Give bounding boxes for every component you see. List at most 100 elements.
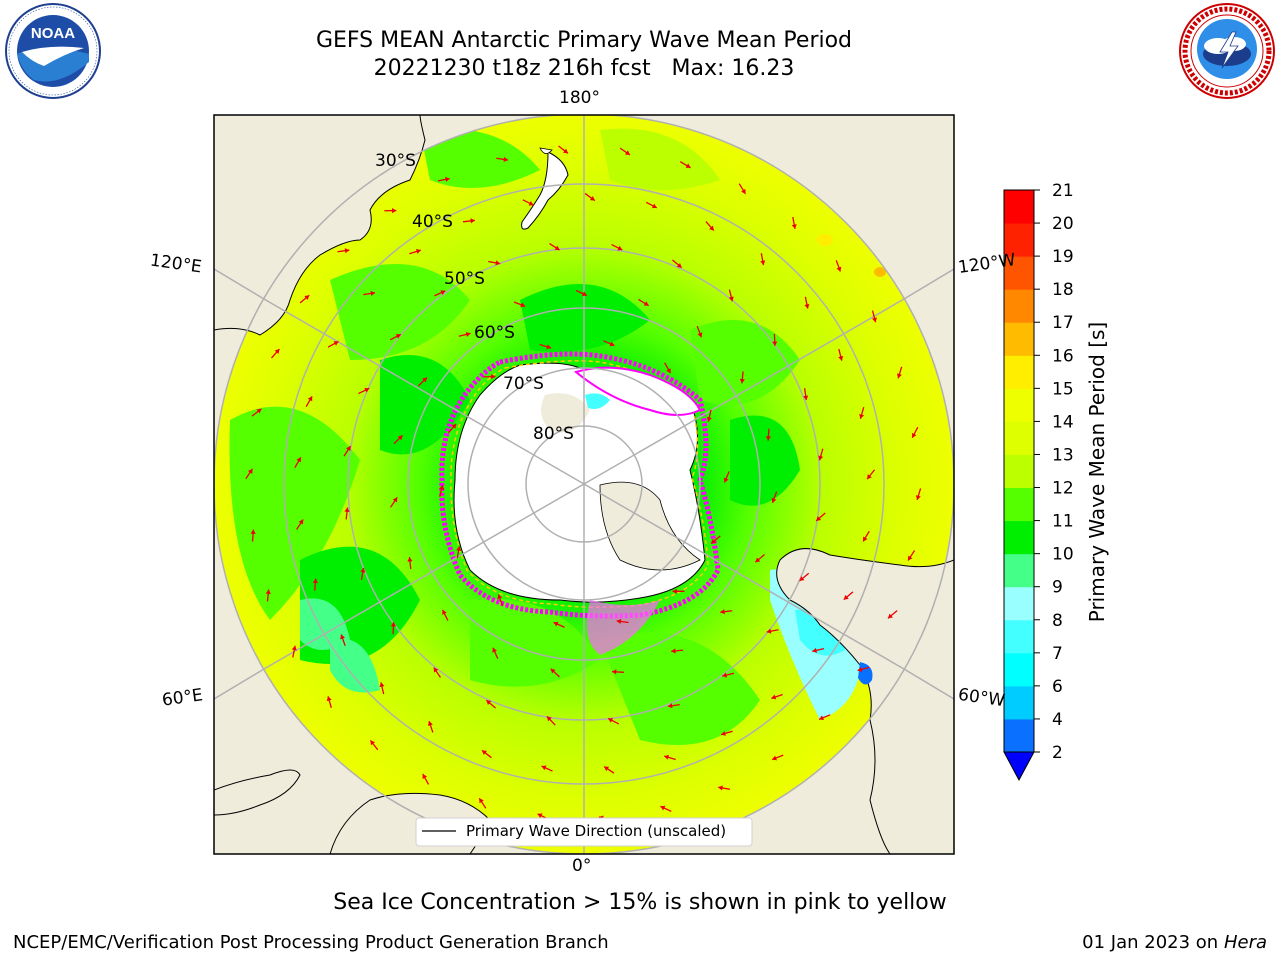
wave-arrow-head [456, 546, 462, 552]
wave-arrow-head [721, 730, 726, 736]
wave-arrow-head [433, 667, 439, 673]
wave-arrow-head [497, 594, 503, 600]
wave-arrow-head [247, 468, 253, 474]
wave-arrow-head [871, 317, 877, 323]
wave-arrow-head [364, 387, 370, 393]
colorbar-segment [1004, 355, 1034, 389]
wave-arrow-head [818, 455, 824, 461]
wave-arrow-head [465, 331, 471, 337]
colorbar-segment [1004, 223, 1034, 257]
colorbar-tick-label: 13 [1052, 445, 1074, 465]
wave-arrow-head [863, 536, 868, 542]
colorbar-segment [1004, 388, 1034, 422]
noaa-logo: NOAA [4, 2, 102, 100]
wave-arrow-head [304, 295, 310, 300]
wave-arrow-head [291, 645, 297, 651]
wave-arrow-head [896, 373, 902, 379]
wave-arrow-head [771, 497, 777, 503]
lat-label-70s: 70°S [503, 374, 544, 394]
wave-arrow-head [344, 248, 350, 254]
wave-arrow-head [563, 148, 568, 154]
legend-box [415, 817, 753, 847]
wave-arrow-head [503, 156, 509, 162]
wave-arrow-head [771, 694, 777, 700]
colorbar-tick-label: 2 [1052, 743, 1063, 763]
colorbar-tick-label: 12 [1052, 479, 1074, 499]
wave-arrow-head [755, 557, 761, 563]
wave-arrow-head [439, 485, 445, 490]
wave-arrow-head [553, 621, 559, 627]
footer-branch: NCEP/EMC/Verification Post Processing Pr… [13, 932, 609, 953]
lon-label-0: 0° [572, 856, 592, 876]
wave-arrow-head [392, 497, 398, 503]
footer-machine: Hera [1223, 932, 1267, 953]
colorbar-segment [1004, 586, 1034, 621]
wave-arrow-head [616, 618, 622, 625]
wave-arrow-head [819, 715, 824, 721]
wave-direction-arrows [245, 145, 922, 821]
colorbar-segment [1004, 487, 1034, 522]
wave-arrow-head [843, 594, 849, 600]
colorbar-segment [1004, 685, 1034, 720]
wave-arrow-head [445, 176, 450, 182]
wave-arrow-head [481, 750, 487, 755]
wave-arrow-head [537, 813, 543, 819]
wave-arrow-head [799, 576, 805, 581]
colorbar-tick-label: 18 [1052, 280, 1074, 300]
lat-label-60s: 60°S [474, 323, 515, 343]
lat-label-50s: 50°S [444, 269, 485, 289]
lon-label-180: 180° [559, 88, 600, 108]
wave-arrow-head [491, 374, 496, 380]
wave-arrow-head [344, 507, 350, 513]
colorbar: 2 4 6 7 8 9 10 11 12 13 14 15 16 17 18 19 20 21 [1003, 181, 1074, 782]
colorbar-tick-label: 14 [1052, 412, 1074, 432]
wave-arrow-head [379, 682, 385, 688]
wave-arrow-head [676, 262, 682, 268]
graticule [214, 115, 954, 854]
wave-arrow-head [392, 208, 397, 214]
wave-arrow-head [407, 557, 413, 562]
wave-arrow-head [528, 200, 534, 206]
wave-arrow-head [397, 435, 403, 441]
colorbar-frame [1003, 189, 1035, 753]
wave-arrow-head [685, 163, 691, 168]
wave-arrow-head [604, 766, 610, 772]
wave-arrow-head [370, 290, 376, 296]
wave-arrow-head [723, 477, 729, 483]
colorbar-tick-label: 8 [1052, 611, 1063, 631]
nws-logo [1178, 2, 1276, 100]
wave-arrow-head [250, 529, 256, 534]
wave-arrow-head [664, 754, 670, 760]
wave-arrow-head [608, 718, 614, 723]
madagascar-land [214, 769, 301, 816]
wave-arrow-head [803, 395, 809, 401]
wave-arrow-head [666, 368, 671, 374]
wave-arrow-head [611, 669, 617, 675]
wave-arrow-head [672, 588, 677, 594]
wave-arrow-head [546, 344, 552, 350]
wave-arrow-head [520, 302, 526, 308]
wave-arrow-head [722, 672, 728, 678]
colorbar-segment [1004, 619, 1034, 654]
wave-arrow-head [312, 578, 318, 584]
wave-arrow-head [907, 555, 913, 561]
wave-arrow-head [415, 248, 421, 254]
colorbar-tick-label: 17 [1052, 313, 1074, 333]
wave-arrow-head [554, 245, 560, 251]
wave-arrow-head [772, 755, 778, 761]
wave-arrow-head [486, 700, 492, 706]
wave-arrow-head [492, 647, 498, 653]
wave-arrow-head [859, 413, 865, 419]
wave-arrow-head [660, 805, 666, 811]
wave-arrow-head [346, 446, 351, 452]
wave-arrow-head [765, 436, 771, 441]
wave-arrow-head [911, 432, 917, 438]
sea-ice-caption: Sea Ice Concentration > 15% is shown in … [333, 890, 947, 915]
south-america-land [776, 548, 954, 854]
wave-arrow-head [581, 291, 587, 297]
wave-arrow-head [546, 716, 552, 722]
wave-arrow-head [495, 260, 501, 266]
wave-arrow-head [643, 301, 649, 306]
wave-arrow-head [741, 188, 746, 194]
